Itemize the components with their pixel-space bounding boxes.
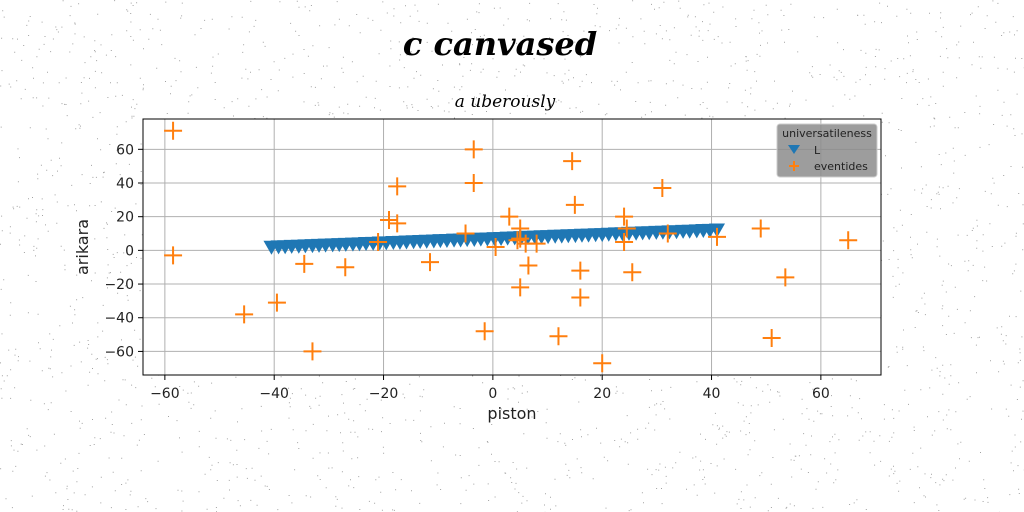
data-point: [508, 231, 527, 250]
plot-background: [143, 119, 881, 375]
data-point: [500, 207, 519, 226]
data-point: [369, 232, 388, 251]
data-point: [751, 219, 770, 238]
plot-frame: [142, 118, 882, 376]
data-point: [565, 195, 584, 214]
x-tick-label: 40: [703, 386, 721, 402]
series-L: [263, 223, 725, 255]
x-tick-label: 60: [812, 386, 830, 402]
y-tick-label: −60: [104, 344, 134, 360]
series-layer: [164, 121, 858, 373]
data-point: [527, 234, 546, 253]
data-point: [839, 231, 858, 250]
plot-area: [142, 118, 882, 376]
data-point: [708, 227, 726, 246]
data-point: [267, 293, 286, 312]
x-axis-ticks: −60 −40 −20 0 20 40 60: [150, 375, 830, 402]
data-point: [776, 268, 795, 287]
legend-marker-plus-icon: [789, 161, 799, 171]
data-point: [475, 322, 494, 341]
data-point: [549, 327, 568, 346]
data-point: [388, 214, 407, 233]
x-tick-label: −20: [369, 386, 399, 402]
data-point: [235, 305, 254, 324]
x-axis-label: piston: [487, 404, 536, 423]
data-point: [617, 219, 636, 238]
data-point: [615, 207, 634, 226]
figure-suptitle: c canvased: [403, 25, 597, 63]
y-tick-label: 60: [116, 142, 134, 158]
legend-label-series-2: eventides: [814, 160, 868, 173]
chart-title: a uberously: [455, 92, 556, 112]
x-tick-label: 20: [593, 386, 611, 402]
y-tick-label: 40: [116, 176, 134, 192]
data-point: [464, 140, 483, 159]
gridlines: [143, 119, 881, 375]
data-point: [421, 253, 439, 272]
y-tick-label: −40: [104, 311, 134, 327]
data-point: [653, 179, 672, 198]
data-point: [486, 238, 505, 256]
data-point: [593, 354, 612, 373]
y-axis-label: arikara: [73, 219, 92, 275]
data-point: [380, 211, 398, 230]
data-point: [762, 328, 781, 347]
data-point: [571, 288, 590, 307]
x-tick-label: −60: [150, 386, 180, 402]
y-tick-label: −20: [104, 277, 134, 293]
data-point: [519, 256, 538, 275]
series-eventides: [164, 121, 858, 373]
legend-marker-triangle-icon: [788, 145, 800, 154]
data-point: [511, 278, 530, 297]
data-point: [464, 174, 483, 192]
legend-label-series-1: L: [814, 144, 821, 157]
data-point: [336, 258, 355, 277]
data-point: [615, 232, 634, 251]
data-point: [295, 254, 314, 273]
data-point: [658, 224, 677, 243]
data-point: [456, 224, 475, 243]
y-tick-label: 20: [116, 210, 134, 226]
data-point: [388, 177, 407, 196]
data-point: [164, 246, 183, 265]
data-point: [623, 263, 642, 282]
data-point: [571, 261, 590, 280]
data-point: [303, 342, 322, 361]
data-point: [563, 152, 582, 171]
legend-box: [776, 123, 878, 178]
data-point: [164, 121, 183, 140]
x-tick-label: −40: [259, 386, 289, 402]
legend: universatileness L eventides: [776, 123, 878, 178]
y-axis-ticks: −60 −40 −20 0 20 40 60: [104, 142, 143, 360]
x-tick-label: 0: [488, 386, 497, 402]
legend-title: universatileness: [782, 127, 872, 140]
y-tick-label: 0: [125, 243, 134, 259]
